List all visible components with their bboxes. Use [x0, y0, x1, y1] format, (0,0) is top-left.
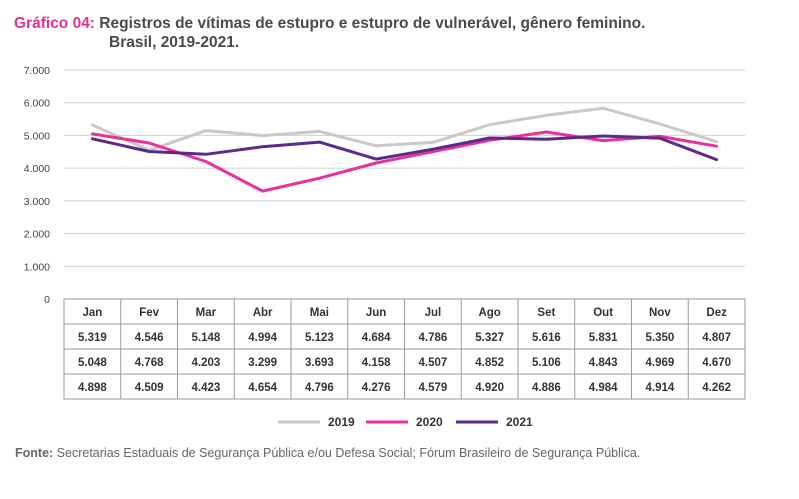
- y-tick-label: 3.000: [24, 196, 50, 208]
- x-tick-label: Set: [537, 307, 555, 319]
- data-label-2019: 5.831: [589, 332, 618, 344]
- data-label-2019: 5.319: [78, 332, 107, 344]
- data-label-2020: 4.507: [418, 357, 447, 369]
- data-label-2021: 4.796: [305, 382, 334, 394]
- data-label-2020: 3.299: [248, 357, 277, 369]
- data-label-2021: 4.423: [191, 382, 220, 394]
- data-label-2019: 5.350: [645, 332, 674, 344]
- data-label-2021: 4.276: [362, 382, 391, 394]
- chart-title-label: Gráfico 04:: [14, 15, 95, 32]
- y-tick-label: 2.000: [24, 229, 50, 241]
- x-tick-label: Nov: [649, 307, 671, 319]
- source-note: Fonte: Secretarias Estaduais de Seguranç…: [15, 446, 640, 460]
- data-label-2021: 4.579: [418, 382, 447, 394]
- data-label-2021: 4.654: [248, 382, 277, 394]
- chart-legend: 2019 2020 2021: [278, 415, 533, 429]
- source-label: Fonte:: [15, 446, 54, 460]
- legend-label-2019: 2019: [328, 415, 355, 429]
- x-tick-label: Jan: [82, 307, 102, 319]
- data-label-2021: 4.914: [645, 382, 674, 394]
- data-label-2020: 5.106: [532, 357, 561, 369]
- x-tick-label: Out: [593, 307, 613, 319]
- line-chart: 0 1.000 2.000 3.000 4.000 5.000 6.000 7.000 Jan 5…: [24, 65, 746, 400]
- chart-title-line2: Brasil, 2019-2021.: [109, 34, 240, 51]
- x-tick-label: Ago: [478, 307, 500, 319]
- data-label-2020: 4.843: [589, 357, 618, 369]
- y-tick-label: 5.000: [24, 130, 50, 142]
- data-label-2021: 4.262: [702, 382, 731, 394]
- data-label-2021: 4.984: [589, 382, 618, 394]
- series-line-2020: [90, 130, 719, 193]
- x-tick-label: Fev: [139, 307, 159, 319]
- y-tick-label: 7.000: [24, 65, 50, 77]
- data-label-2021: 4.509: [135, 382, 164, 394]
- data-label-2019: 5.327: [475, 332, 504, 344]
- series-line-2021: [90, 134, 719, 162]
- data-label-2019: 5.123: [305, 332, 334, 344]
- legend-label-2021: 2021: [506, 415, 533, 429]
- data-label-2019: 4.786: [418, 332, 447, 344]
- source-text: Secretarias Estaduais de Segurança Públi…: [56, 446, 641, 460]
- data-label-2020: 3.693: [305, 357, 334, 369]
- data-label-2019: 5.148: [191, 332, 220, 344]
- data-label-2021: 4.886: [532, 382, 561, 394]
- chart-title-line1: Registros de vítimas de estupro e estupr…: [99, 15, 646, 32]
- data-label-2021: 4.898: [78, 382, 107, 394]
- y-tick-label: 1.000: [24, 261, 50, 273]
- y-tick-label: 6.000: [24, 98, 50, 110]
- x-tick-label: Dez: [706, 307, 727, 319]
- x-tick-label: Abr: [253, 307, 273, 319]
- data-label-2020: 4.969: [645, 357, 674, 369]
- data-label-2020: 4.768: [135, 357, 164, 369]
- x-tick-label: Mar: [196, 307, 217, 319]
- legend-label-2020: 2020: [416, 415, 443, 429]
- y-tick-label: 4.000: [24, 163, 50, 175]
- data-label-2019: 4.994: [248, 332, 277, 344]
- y-tick-label: 0: [44, 294, 50, 306]
- x-tick-label: Jul: [425, 307, 442, 319]
- chart-title: Gráfico 04: Registros de vítimas de estu…: [14, 14, 645, 52]
- series-line-2019: [90, 106, 719, 152]
- data-label-2020: 4.670: [702, 357, 731, 369]
- data-label-2020: 4.203: [191, 357, 220, 369]
- data-label-2019: 5.616: [532, 332, 561, 344]
- x-tick-label: Mai: [310, 307, 329, 319]
- data-label-2020: 4.158: [362, 357, 391, 369]
- data-label-2021: 4.920: [475, 382, 504, 394]
- x-tick-label: Jun: [366, 307, 386, 319]
- data-label-2020: 4.852: [475, 357, 504, 369]
- data-label-2020: 5.048: [78, 357, 107, 369]
- data-label-2019: 4.684: [362, 332, 391, 344]
- data-label-2019: 4.807: [702, 332, 731, 344]
- data-label-2019: 4.546: [135, 332, 164, 344]
